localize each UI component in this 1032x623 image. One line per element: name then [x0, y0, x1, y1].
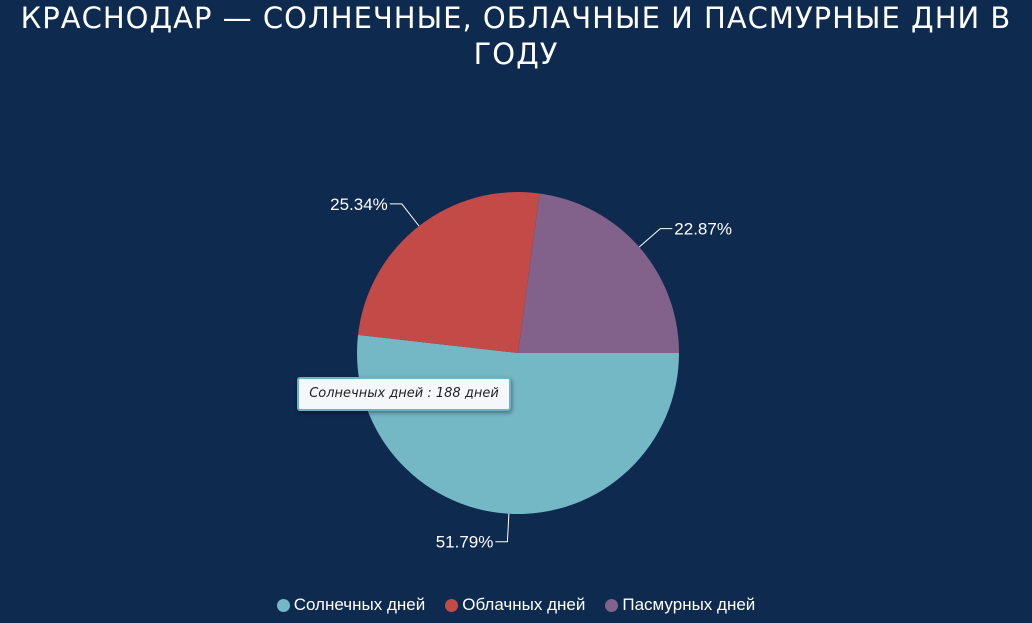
tooltip: Солнечных дней : 188 дней	[297, 377, 511, 411]
legend-marker-cloudy	[445, 598, 459, 612]
data-label-overcast: 22.87%	[674, 220, 732, 239]
legend: Солнечных дней Облачных дней Пасмурных д…	[0, 592, 1032, 618]
data-labels: 51.79% 25.34% 22.87%	[330, 195, 732, 552]
label-connectors	[389, 203, 673, 543]
pie-slice-sunny[interactable]	[357, 334, 679, 515]
legend-marker-overcast	[605, 598, 619, 612]
pie-slice-overcast[interactable]	[518, 193, 679, 353]
legend-marker-sunny	[276, 598, 290, 612]
chart-title-line-1: КРАСНОДАР — СОЛНЕЧНЫЕ, ОБЛАЧНЫЕ И ПАСМУР…	[20, 1, 1012, 35]
chart-title-line-2: ГОДУ	[473, 37, 559, 71]
legend-label-overcast: Пасмурных дней	[622, 595, 756, 614]
pie-slice-cloudy[interactable]	[358, 192, 540, 353]
connector-overcast	[638, 228, 673, 248]
chart-title: КРАСНОДАР — СОЛНЕЧНЫЕ, ОБЛАЧНЫЕ И ПАСМУР…	[0, 0, 1032, 72]
legend-label-sunny: Солнечных дней	[293, 595, 426, 614]
legend-label-cloudy: Облачных дней	[462, 595, 586, 614]
legend-item-cloudy[interactable]: Облачных дней	[445, 595, 585, 615]
data-label-sunny: 51.79%	[436, 533, 494, 552]
connector-sunny	[495, 513, 510, 543]
pie-slices	[357, 192, 679, 515]
legend-item-sunny[interactable]: Солнечных дней	[276, 595, 426, 615]
data-label-cloudy: 25.34%	[330, 195, 388, 214]
connector-cloudy	[389, 203, 420, 227]
legend-item-overcast[interactable]: Пасмурных дней	[605, 595, 755, 615]
